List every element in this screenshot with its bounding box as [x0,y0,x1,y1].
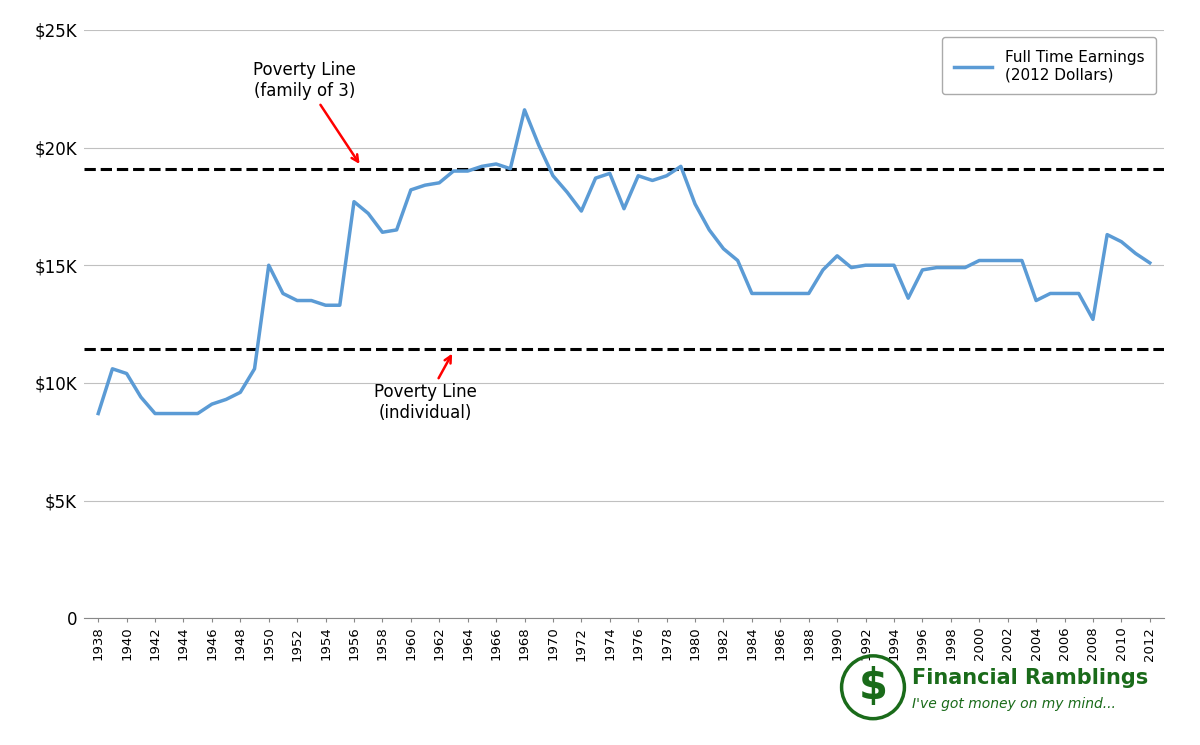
Text: Poverty Line
(individual): Poverty Line (individual) [373,356,476,422]
Text: I've got money on my mind...: I've got money on my mind... [912,697,1116,711]
Text: $: $ [858,666,888,708]
Text: Financial Ramblings: Financial Ramblings [912,668,1148,688]
Legend: Full Time Earnings
(2012 Dollars): Full Time Earnings (2012 Dollars) [942,37,1157,95]
Text: Poverty Line
(family of 3): Poverty Line (family of 3) [253,61,358,162]
